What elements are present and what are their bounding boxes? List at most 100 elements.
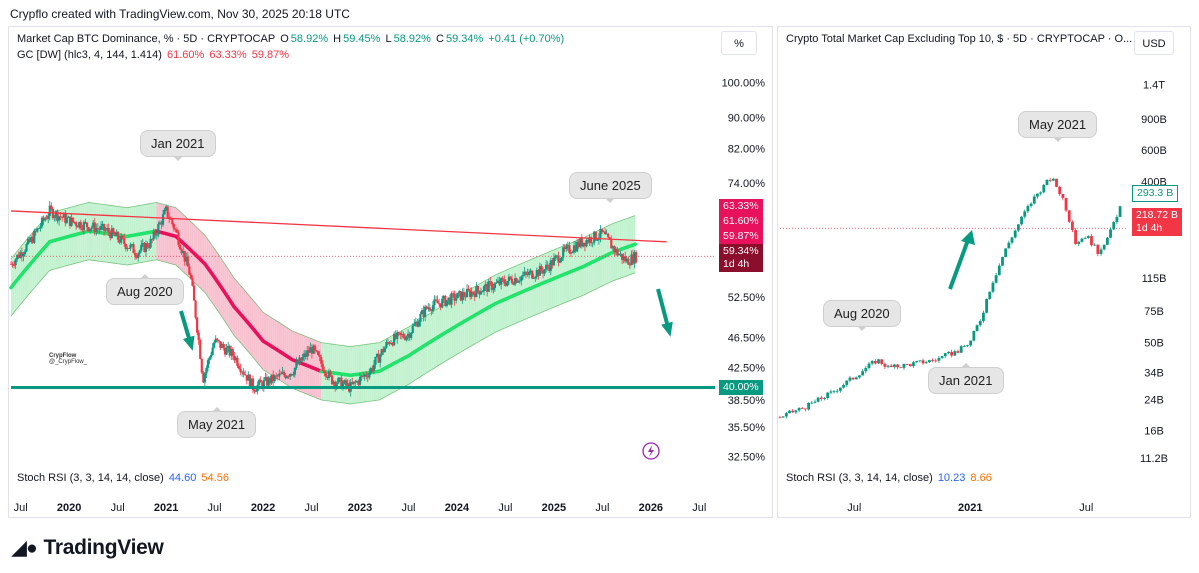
callout-may-2021: May 2021 bbox=[177, 407, 257, 438]
gc-midline-segment bbox=[631, 242, 638, 247]
x-tick-label: 2023 bbox=[348, 502, 372, 514]
right-candle-body bbox=[934, 360, 938, 362]
altcoin-cap-chart[interactable]: 1.4T900B600B400B115B75B50B34B24B16B11.2B… bbox=[778, 27, 1192, 519]
right-candle-body bbox=[778, 417, 782, 419]
candle-body bbox=[461, 292, 464, 301]
candle-body bbox=[379, 354, 382, 363]
candle-body bbox=[577, 241, 580, 247]
right-candle-body bbox=[1077, 241, 1081, 245]
candle-body bbox=[456, 292, 459, 299]
btc-dominance-panel[interactable]: 100.00% 90.00% 82.00% 74.00% 52.50% 46.50% 42.… bbox=[8, 26, 773, 518]
candle-body bbox=[408, 333, 411, 338]
candle-body bbox=[166, 206, 169, 218]
candle-body bbox=[430, 310, 433, 312]
candle-body bbox=[20, 252, 23, 257]
candle-body bbox=[67, 216, 70, 218]
candle-body bbox=[76, 225, 79, 228]
candle-body bbox=[554, 256, 557, 258]
candle-body bbox=[9, 263, 13, 265]
candle-body bbox=[64, 213, 67, 223]
candle-body bbox=[223, 347, 227, 355]
tag-218-72b: 218.72 B 1d 4h bbox=[1132, 208, 1183, 236]
right-candle-body bbox=[937, 357, 941, 361]
candle-body bbox=[459, 291, 462, 301]
candle-body bbox=[200, 358, 203, 373]
indicator-value-1: 61.60% bbox=[166, 49, 205, 61]
right-candle-body bbox=[1058, 186, 1062, 195]
candle-body bbox=[95, 228, 98, 233]
right-candle-body bbox=[1067, 210, 1071, 222]
candle-body bbox=[472, 291, 475, 294]
percent-unit-button[interactable]: % bbox=[721, 31, 757, 55]
candle-body bbox=[73, 221, 76, 223]
btc-dominance-chart[interactable]: 100.00% 90.00% 82.00% 74.00% 52.50% 46.50% 42.… bbox=[9, 27, 774, 519]
candle-body bbox=[374, 356, 377, 365]
candle-body bbox=[71, 217, 75, 222]
candle-body bbox=[310, 347, 314, 354]
candle-body bbox=[303, 353, 306, 358]
candle-body bbox=[182, 250, 185, 254]
right-stoch-rsi-legend[interactable]: Stoch RSI (3, 3, 14, 14, close) 10.23 8.… bbox=[786, 472, 994, 484]
candle-body bbox=[625, 258, 628, 262]
candle-body bbox=[230, 348, 233, 356]
tag-59-34-value: 59.34% bbox=[723, 245, 759, 257]
candle-body bbox=[602, 231, 605, 233]
right-candle-body bbox=[896, 364, 900, 368]
candle-body bbox=[495, 282, 498, 284]
candle-body bbox=[571, 252, 574, 253]
candle-body bbox=[594, 231, 597, 241]
candle-body bbox=[436, 300, 439, 304]
candle-body bbox=[447, 297, 450, 301]
stoch-rsi-legend[interactable]: Stoch RSI (3, 3, 14, 14, close) 44.60 54… bbox=[17, 472, 231, 484]
candle-body bbox=[458, 291, 461, 293]
y-tick-label: 32.50% bbox=[728, 452, 766, 464]
candle-body bbox=[572, 245, 576, 253]
right-candle-body bbox=[908, 364, 912, 367]
altcoin-cap-panel[interactable]: 1.4T 900B 600B 400B 115B 75B 50B 34B 24B 16B 11.2B… bbox=[777, 26, 1191, 518]
right-candle-body bbox=[1080, 238, 1084, 242]
candle-body bbox=[254, 391, 258, 392]
candle-body bbox=[50, 205, 53, 209]
candle-body bbox=[605, 233, 608, 235]
right-candle-body bbox=[823, 398, 826, 399]
candle-body bbox=[245, 375, 248, 381]
right-candle-body bbox=[804, 408, 807, 410]
right-stoch-d: 8.66 bbox=[970, 472, 992, 484]
legend-low: 58.92% bbox=[393, 33, 431, 45]
candle-body bbox=[186, 256, 189, 267]
candle-body bbox=[529, 270, 532, 272]
right-candle-body bbox=[1045, 180, 1049, 185]
candle-body bbox=[566, 245, 569, 247]
candle-body bbox=[197, 332, 200, 341]
right-candle-body bbox=[1016, 224, 1020, 231]
right-candle-body bbox=[1099, 249, 1103, 255]
x-tick-label: 2025 bbox=[542, 502, 566, 514]
right-x-tick-label: Jul bbox=[847, 502, 861, 514]
tradingview-logo-icon: ◢● bbox=[12, 538, 38, 559]
candle-body bbox=[242, 371, 245, 375]
candle-body bbox=[239, 368, 242, 373]
candle-body bbox=[563, 247, 566, 250]
legend-h-label: H bbox=[333, 33, 342, 45]
indicator-legend[interactable]: GC [DW] (hlc3, 4, 144, 1.414) 61.60% 63.… bbox=[17, 49, 291, 61]
candle-body bbox=[368, 372, 371, 378]
candle-body bbox=[44, 218, 47, 221]
candle-body bbox=[492, 288, 495, 290]
main-series-legend[interactable]: Market Cap BTC Dominance, % · 5D · CRYPT… bbox=[17, 33, 566, 45]
up-arrow-2021 bbox=[948, 239, 970, 290]
right-y-tick-label: 1.4T bbox=[1143, 80, 1165, 92]
candle-body bbox=[298, 357, 301, 365]
candle-body bbox=[315, 350, 318, 352]
candle-body bbox=[203, 373, 206, 383]
candle-body bbox=[405, 336, 408, 340]
candle-body bbox=[523, 271, 526, 276]
usd-unit-button[interactable]: USD bbox=[1134, 31, 1174, 55]
right-series-legend[interactable]: Crypto Total Market Cap Excluding Top 10… bbox=[786, 33, 1134, 45]
tag-right-countdown: 1d 4h bbox=[1136, 222, 1163, 234]
right-candle-body bbox=[800, 408, 804, 409]
y-tick-label: 100.00% bbox=[722, 78, 766, 90]
right-candle-body bbox=[1118, 206, 1122, 217]
right-candle-body bbox=[858, 375, 861, 378]
callout-aug-2020: Aug 2020 bbox=[106, 274, 184, 305]
candle-body bbox=[489, 281, 492, 283]
